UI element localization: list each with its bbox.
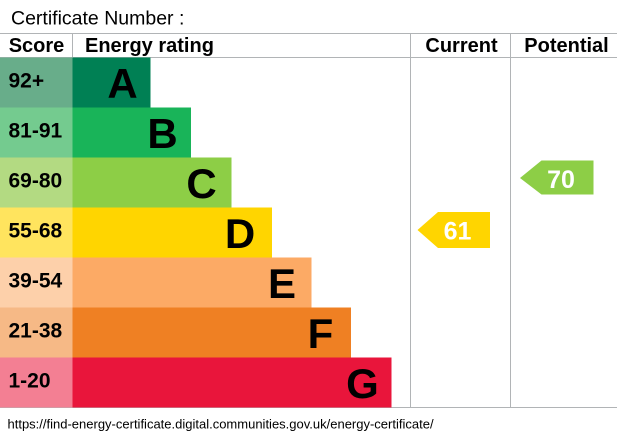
svg-text:Current: Current (425, 35, 498, 57)
svg-text:Score: Score (9, 35, 65, 57)
svg-text:92+: 92+ (9, 70, 45, 93)
svg-text:55-68: 55-68 (9, 220, 63, 243)
svg-text:1-20: 1-20 (9, 370, 51, 393)
svg-text:39-54: 39-54 (9, 270, 63, 293)
svg-text:A: A (107, 60, 137, 107)
svg-text:https://find-energy-certificat: https://find-energy-certificate.digital.… (8, 416, 434, 431)
svg-text:F: F (308, 310, 334, 357)
svg-text:69-80: 69-80 (9, 170, 63, 193)
svg-text:G: G (346, 360, 379, 407)
svg-text:C: C (186, 160, 216, 207)
svg-text:Energy rating: Energy rating (85, 35, 214, 57)
svg-text:81-91: 81-91 (9, 120, 63, 143)
svg-text:70: 70 (547, 166, 575, 194)
svg-text:E: E (268, 260, 296, 307)
svg-text:D: D (225, 210, 255, 257)
svg-text:Certificate Number :: Certificate Number : (11, 8, 184, 30)
svg-text:B: B (147, 110, 177, 157)
svg-text:21-38: 21-38 (9, 320, 63, 343)
svg-text:Potential: Potential (524, 35, 608, 57)
svg-text:61: 61 (444, 218, 472, 246)
